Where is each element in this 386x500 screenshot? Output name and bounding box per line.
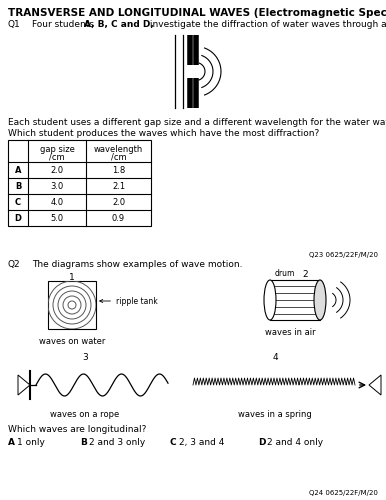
Text: waves in a spring: waves in a spring bbox=[238, 410, 312, 419]
Text: Q2: Q2 bbox=[8, 260, 20, 269]
Text: Each student uses a different gap size and a different wavelength for the water : Each student uses a different gap size a… bbox=[8, 118, 386, 127]
Text: 1 only: 1 only bbox=[17, 438, 45, 447]
Text: 3.0: 3.0 bbox=[51, 182, 64, 191]
Text: wavelength: wavelength bbox=[94, 145, 143, 154]
Text: Four students: Four students bbox=[32, 20, 97, 29]
Text: ripple tank: ripple tank bbox=[100, 296, 158, 306]
Text: D: D bbox=[15, 214, 22, 223]
Text: gap size: gap size bbox=[39, 145, 74, 154]
Text: C: C bbox=[170, 438, 177, 447]
Text: Q23 0625/22F/M/20: Q23 0625/22F/M/20 bbox=[309, 252, 378, 258]
Text: 2 and 4 only: 2 and 4 only bbox=[267, 438, 323, 447]
Text: 2: 2 bbox=[302, 270, 308, 279]
Text: 4: 4 bbox=[272, 353, 278, 362]
Text: 2 and 3 only: 2 and 3 only bbox=[89, 438, 145, 447]
Text: Which student produces the waves which have the most diffraction?: Which student produces the waves which h… bbox=[8, 129, 319, 138]
Text: B: B bbox=[80, 438, 87, 447]
Bar bbox=[8, 140, 151, 226]
Text: 2.0: 2.0 bbox=[51, 166, 64, 175]
Bar bbox=[270, 280, 320, 320]
Text: 5.0: 5.0 bbox=[51, 214, 64, 223]
Text: TRANSVERSE AND LONGITUDINAL WAVES (Electromagnetic Spectrum & Sound): TRANSVERSE AND LONGITUDINAL WAVES (Elect… bbox=[8, 8, 386, 18]
Text: 1.8: 1.8 bbox=[112, 166, 125, 175]
Text: 2.1: 2.1 bbox=[112, 182, 125, 191]
Text: A: A bbox=[8, 438, 15, 447]
Polygon shape bbox=[369, 375, 381, 395]
Text: 1: 1 bbox=[69, 273, 75, 282]
Text: A, B, C and D,: A, B, C and D, bbox=[84, 20, 154, 29]
Text: D: D bbox=[258, 438, 266, 447]
Text: Q1: Q1 bbox=[8, 20, 21, 29]
Text: waves on water: waves on water bbox=[39, 337, 105, 346]
Text: 2.0: 2.0 bbox=[112, 198, 125, 207]
Text: C: C bbox=[15, 198, 21, 207]
Text: /cm: /cm bbox=[111, 153, 126, 162]
Text: 0.9: 0.9 bbox=[112, 214, 125, 223]
Text: 2, 3 and 4: 2, 3 and 4 bbox=[179, 438, 224, 447]
Text: The diagrams show examples of wave motion.: The diagrams show examples of wave motio… bbox=[32, 260, 242, 269]
Bar bbox=[48, 281, 96, 329]
Text: B: B bbox=[15, 182, 21, 191]
Text: 3: 3 bbox=[82, 353, 88, 362]
Ellipse shape bbox=[264, 280, 276, 320]
Text: Q24 0625/22F/M/20: Q24 0625/22F/M/20 bbox=[309, 490, 378, 496]
Text: 4.0: 4.0 bbox=[51, 198, 64, 207]
Ellipse shape bbox=[314, 280, 326, 320]
Text: /cm: /cm bbox=[49, 153, 65, 162]
Text: A: A bbox=[15, 166, 21, 175]
Text: waves on a rope: waves on a rope bbox=[51, 410, 120, 419]
Text: drum: drum bbox=[275, 269, 295, 278]
Polygon shape bbox=[18, 375, 30, 395]
Text: Which waves are longitudinal?: Which waves are longitudinal? bbox=[8, 425, 146, 434]
Text: investigate the diffraction of water waves through a gap.: investigate the diffraction of water wav… bbox=[147, 20, 386, 29]
Text: waves in air: waves in air bbox=[265, 328, 315, 337]
